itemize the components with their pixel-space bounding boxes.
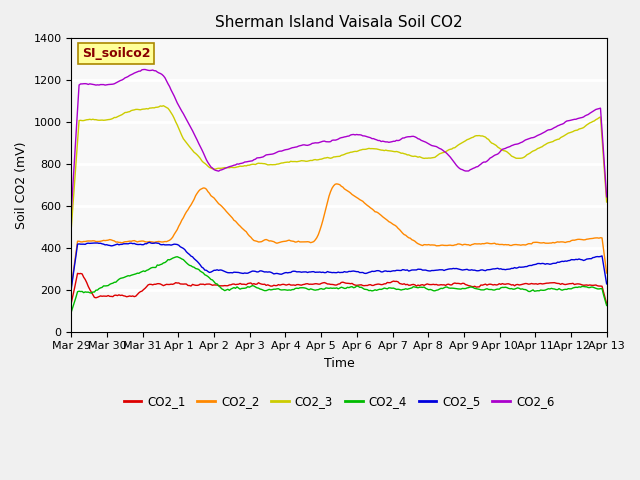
CO2_2 xyxy=(314,232,322,238)
CO2_6 xyxy=(212,168,220,173)
CO2_3 xyxy=(159,103,167,108)
CO2_5 xyxy=(603,281,611,287)
CO2_3 xyxy=(68,224,76,229)
CO2_2 xyxy=(596,235,604,240)
CO2_4 xyxy=(385,285,393,291)
CO2_4 xyxy=(212,281,220,287)
CO2_6 xyxy=(355,132,362,138)
CO2_2 xyxy=(385,219,393,225)
CO2_5 xyxy=(212,267,220,273)
Line: CO2_4: CO2_4 xyxy=(72,257,607,312)
CO2_1 xyxy=(68,300,76,305)
Line: CO2_5: CO2_5 xyxy=(72,242,607,288)
CO2_3 xyxy=(212,166,220,172)
CO2_3 xyxy=(316,156,324,162)
CO2_4 xyxy=(316,286,324,292)
CO2_4 xyxy=(173,254,181,260)
CO2_1 xyxy=(212,282,220,288)
CO2_6 xyxy=(385,140,393,145)
CO2_6 xyxy=(316,139,324,145)
CO2_2 xyxy=(333,181,340,187)
CO2_3 xyxy=(355,148,362,154)
CO2_4 xyxy=(355,283,362,289)
CO2_1 xyxy=(316,281,324,287)
CO2_4 xyxy=(603,302,611,308)
CO2_1 xyxy=(596,283,604,289)
CO2_1 xyxy=(603,301,611,307)
CO2_3 xyxy=(581,123,589,129)
CO2_1 xyxy=(74,271,81,276)
CO2_5 xyxy=(385,268,393,274)
CO2_5 xyxy=(146,240,154,245)
Line: CO2_3: CO2_3 xyxy=(72,106,607,227)
CO2_5 xyxy=(355,269,362,275)
CO2_6 xyxy=(596,105,604,111)
CO2_5 xyxy=(316,269,324,275)
CO2_2 xyxy=(581,237,589,242)
CO2_1 xyxy=(581,282,589,288)
CO2_4 xyxy=(68,309,76,314)
CO2_6 xyxy=(603,194,611,200)
CO2_1 xyxy=(355,282,362,288)
CO2_3 xyxy=(596,114,604,120)
Title: Sherman Island Vaisala Soil CO2: Sherman Island Vaisala Soil CO2 xyxy=(215,15,463,30)
CO2_2 xyxy=(603,270,611,276)
CO2_2 xyxy=(210,195,218,201)
CO2_4 xyxy=(596,286,604,291)
CO2_5 xyxy=(596,253,604,259)
CO2_1 xyxy=(385,280,393,286)
CO2_4 xyxy=(581,284,589,289)
CO2_2 xyxy=(68,283,76,289)
Text: SI_soilco2: SI_soilco2 xyxy=(82,47,150,60)
CO2_5 xyxy=(68,285,76,291)
CO2_3 xyxy=(603,199,611,205)
CO2_5 xyxy=(581,257,589,263)
CO2_3 xyxy=(385,148,393,154)
CO2_6 xyxy=(68,206,76,212)
Y-axis label: Soil CO2 (mV): Soil CO2 (mV) xyxy=(15,141,28,228)
CO2_6 xyxy=(581,113,589,119)
Line: CO2_6: CO2_6 xyxy=(72,70,607,209)
X-axis label: Time: Time xyxy=(324,357,355,370)
Line: CO2_1: CO2_1 xyxy=(72,274,607,304)
CO2_2 xyxy=(355,195,362,201)
Legend: CO2_1, CO2_2, CO2_3, CO2_4, CO2_5, CO2_6: CO2_1, CO2_2, CO2_3, CO2_4, CO2_5, CO2_6 xyxy=(119,390,559,413)
CO2_6 xyxy=(141,67,149,72)
Line: CO2_2: CO2_2 xyxy=(72,184,607,286)
